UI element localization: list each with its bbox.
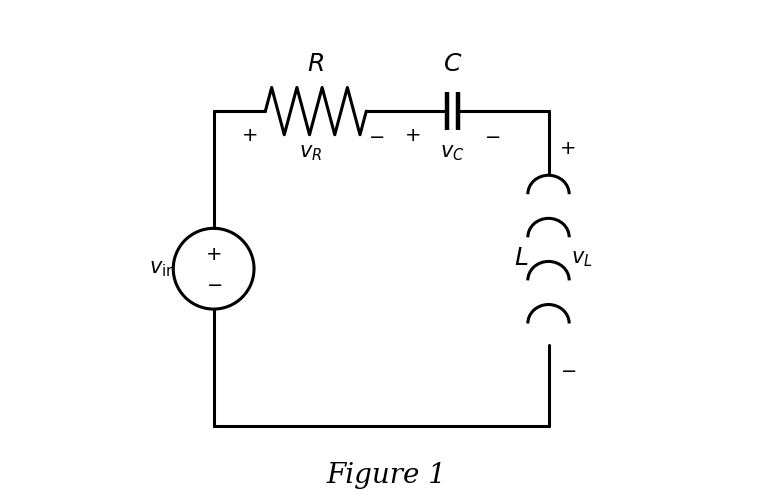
Text: $v_C$: $v_C$	[440, 143, 465, 163]
Text: $-$: $-$	[205, 274, 222, 293]
Text: $v_L$: $v_L$	[571, 249, 593, 268]
Text: +: +	[205, 246, 222, 264]
Text: +: +	[242, 126, 259, 145]
Text: +: +	[560, 138, 577, 157]
Text: $R$: $R$	[307, 53, 324, 76]
Text: Figure 1: Figure 1	[326, 462, 446, 489]
Text: $L$: $L$	[514, 248, 529, 270]
Text: +: +	[405, 126, 422, 145]
Text: $C$: $C$	[443, 53, 462, 76]
Text: $v_{\mathrm{in}}$: $v_{\mathrm{in}}$	[149, 258, 175, 279]
Text: $-$: $-$	[484, 126, 500, 145]
Text: $-$: $-$	[368, 126, 384, 145]
Text: $-$: $-$	[560, 360, 577, 379]
Text: $v_R$: $v_R$	[300, 143, 323, 163]
